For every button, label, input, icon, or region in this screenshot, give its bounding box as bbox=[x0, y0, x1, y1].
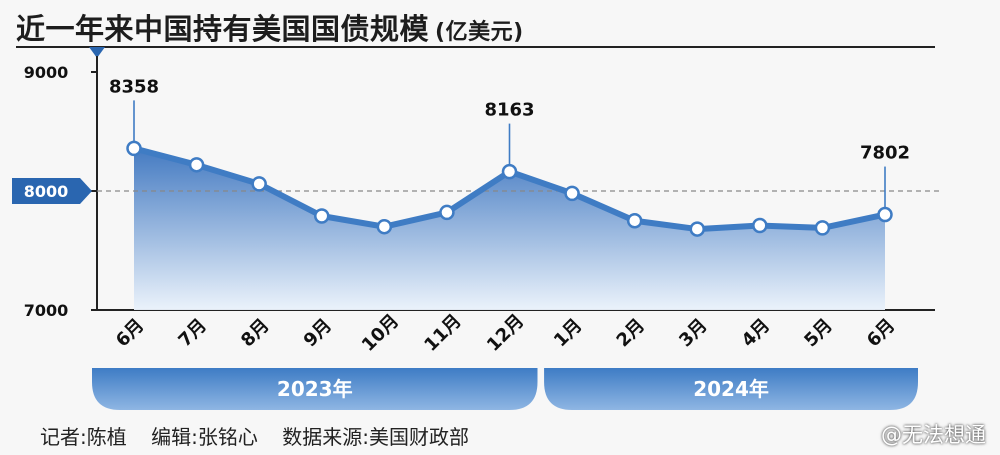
y-tick-label: 7000 bbox=[24, 301, 69, 320]
year-band bbox=[544, 368, 918, 410]
x-tick-label: 6月 bbox=[112, 315, 148, 351]
data-point bbox=[188, 157, 205, 173]
x-tick-label: 7月 bbox=[174, 315, 210, 351]
credits: 记者:陈植 编辑:张铭心 数据来源:美国财政部 bbox=[40, 421, 487, 450]
editor-credit: 编辑:张铭心 bbox=[151, 425, 258, 449]
data-point bbox=[877, 206, 893, 223]
x-tick-label: 8月 bbox=[237, 315, 273, 351]
data-point bbox=[376, 218, 393, 235]
data-point bbox=[251, 176, 267, 192]
data-point bbox=[439, 204, 455, 221]
y-tick-label: 8000 bbox=[24, 182, 69, 201]
chart-unit: (亿美元) bbox=[435, 20, 524, 45]
data-label: 8163 bbox=[484, 100, 534, 121]
data-point bbox=[689, 221, 705, 237]
reporter-credit: 记者:陈植 bbox=[40, 425, 127, 449]
data-point bbox=[564, 185, 580, 202]
year-label: 2023年 bbox=[277, 377, 353, 401]
x-tick-label: 5月 bbox=[800, 315, 836, 351]
data-point bbox=[814, 220, 831, 236]
source-credit: 数据来源:美国财政部 bbox=[282, 425, 469, 449]
y-tick-highlight bbox=[12, 178, 92, 204]
x-tick-label: 3月 bbox=[675, 315, 711, 351]
x-tick-label: 6月 bbox=[863, 315, 899, 351]
chart-title-text: 近一年来中国持有美国国债规模 bbox=[16, 12, 430, 46]
data-label: 8358 bbox=[109, 76, 159, 97]
title-rule-marker bbox=[89, 47, 105, 58]
year-band bbox=[92, 368, 538, 410]
area-fill bbox=[134, 148, 885, 310]
x-tick-label: 9月 bbox=[300, 315, 336, 351]
x-tick-label: 11月 bbox=[420, 310, 465, 355]
x-tick-label: 2月 bbox=[613, 315, 649, 351]
year-label: 2024年 bbox=[693, 377, 769, 401]
x-tick-label: 1月 bbox=[550, 315, 586, 351]
y-tick-label: 9000 bbox=[24, 63, 69, 82]
x-tick-label: 10月 bbox=[358, 310, 403, 355]
data-point bbox=[126, 140, 142, 157]
data-label: 7802 bbox=[860, 143, 910, 164]
data-point bbox=[752, 217, 768, 234]
x-tick-label: 4月 bbox=[738, 315, 774, 351]
x-tick-label: 12月 bbox=[483, 310, 528, 355]
chart-title: 近一年来中国持有美国国债规模 (亿美元) bbox=[16, 6, 524, 48]
data-point bbox=[626, 213, 643, 229]
watermark: @无法想通 bbox=[881, 423, 986, 447]
data-point bbox=[314, 208, 330, 224]
data-point bbox=[501, 163, 518, 180]
